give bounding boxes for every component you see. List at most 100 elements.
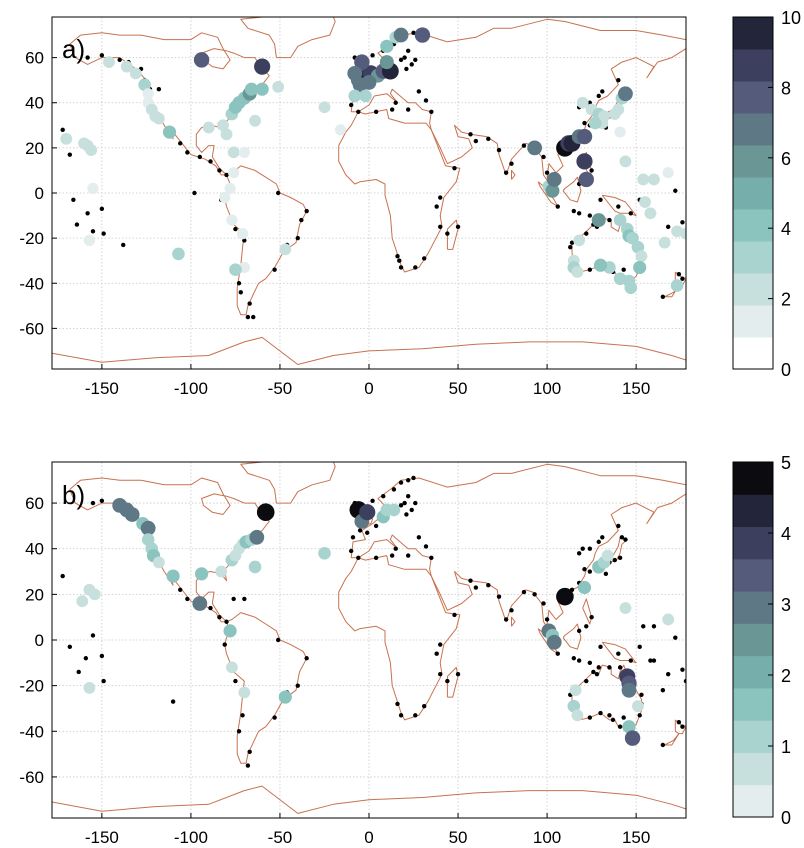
data-marker: [639, 196, 651, 208]
station-dot: [409, 507, 414, 513]
station-dot: [117, 57, 122, 63]
station-dot: [233, 226, 238, 232]
station-dot: [398, 713, 404, 718]
station-dot: [85, 211, 90, 216]
panel-a-label: a): [62, 34, 85, 64]
station-dot: [178, 587, 183, 592]
station-dot: [596, 665, 601, 670]
station-dot: [348, 102, 354, 108]
coastline: [240, 17, 336, 59]
data-marker: [573, 234, 586, 247]
station-dot: [445, 231, 450, 236]
y-tick-label: 0: [35, 631, 44, 650]
data-marker: [140, 520, 156, 536]
y-tick-label: -40: [19, 722, 44, 741]
station-dot: [272, 715, 277, 720]
coastline: [511, 169, 516, 180]
panel-b-x-ticks: -150 -100 -50 0 50 100 150: [85, 813, 650, 847]
coastline: [224, 165, 308, 316]
data-marker: [223, 624, 237, 638]
data-marker: [87, 182, 99, 195]
data-marker: [576, 128, 593, 145]
data-marker: [138, 78, 151, 91]
station-dot: [503, 170, 509, 175]
data-marker: [662, 613, 675, 626]
colorbar-segment: [733, 113, 773, 146]
coastline: [582, 598, 593, 625]
data-marker: [414, 27, 431, 43]
station-dot: [673, 188, 678, 193]
y-tick-label: -40: [19, 274, 44, 293]
data-marker: [576, 153, 593, 170]
station-dot: [473, 138, 479, 144]
colorbar-tick-label: 3: [781, 595, 791, 615]
station-dot: [275, 637, 281, 643]
station-dot: [589, 614, 594, 620]
colorbar-tick-label: 4: [781, 219, 791, 239]
station-dot: [544, 617, 550, 622]
station-dot: [231, 596, 236, 602]
data-marker: [662, 167, 674, 179]
coastline: [674, 719, 686, 735]
data-marker: [238, 686, 251, 699]
station-dot: [356, 109, 361, 114]
station-dot: [101, 231, 106, 236]
coastline: [338, 109, 461, 273]
station-dot: [434, 204, 439, 209]
station-dot: [156, 87, 162, 92]
colorbar-segment: [733, 784, 773, 818]
colorbar-tick-label: 5: [781, 453, 791, 473]
data-marker: [670, 279, 684, 292]
coastline: [240, 462, 336, 504]
station-dot: [452, 165, 457, 171]
station-dot: [521, 589, 527, 595]
station-dot: [617, 555, 623, 561]
data-marker: [248, 560, 262, 574]
data-marker: [227, 146, 240, 159]
station-dot: [405, 48, 411, 54]
station-dot: [628, 211, 633, 216]
coastline: [350, 18, 686, 189]
station-dot: [217, 168, 222, 173]
station-dot: [486, 583, 491, 588]
station-dot: [295, 235, 300, 241]
station-dot: [455, 672, 461, 677]
data-marker: [225, 661, 238, 674]
x-tick-label: 150: [622, 379, 650, 398]
data-marker: [354, 54, 370, 70]
data-marker: [619, 602, 632, 614]
colorbar-frame: [732, 461, 774, 818]
station-dot: [486, 136, 491, 142]
station-dot: [468, 578, 473, 583]
station-dot: [83, 656, 89, 661]
station-dot: [413, 500, 418, 506]
station-dot: [445, 678, 450, 684]
station-dot: [438, 195, 443, 200]
station-dot: [619, 535, 625, 540]
station-dot: [393, 100, 398, 105]
data-marker: [622, 720, 636, 734]
data-marker: [124, 507, 140, 522]
station-dot: [357, 528, 363, 533]
colorbar-segment: [733, 337, 773, 370]
station-dot: [532, 592, 537, 597]
y-tick-label: 60: [25, 49, 44, 68]
data-marker: [588, 116, 602, 130]
data-marker: [380, 39, 394, 53]
y-tick-label: -60: [19, 319, 44, 338]
station-dot: [587, 569, 593, 574]
station-dot: [607, 713, 612, 718]
station-dot: [224, 172, 229, 178]
station-dot: [413, 713, 418, 718]
data-marker: [220, 128, 233, 141]
station-dot: [71, 197, 76, 202]
colorbar-segment: [733, 462, 773, 495]
station-dot: [598, 710, 603, 716]
colorbar-segment: [733, 49, 773, 82]
data-marker: [545, 183, 560, 198]
colorbar-tick-label: 0: [781, 360, 791, 380]
station-dot: [660, 742, 666, 748]
station-dot: [612, 557, 617, 563]
